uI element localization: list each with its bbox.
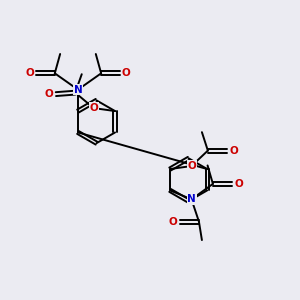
Text: O: O [187, 161, 196, 171]
Text: O: O [122, 68, 130, 78]
Text: O: O [169, 217, 178, 226]
Text: N: N [187, 194, 196, 204]
Text: O: O [45, 89, 54, 99]
Text: O: O [229, 146, 238, 156]
Text: N: N [74, 85, 82, 95]
Text: O: O [26, 68, 34, 78]
Text: O: O [89, 103, 98, 113]
Text: O: O [234, 179, 243, 189]
